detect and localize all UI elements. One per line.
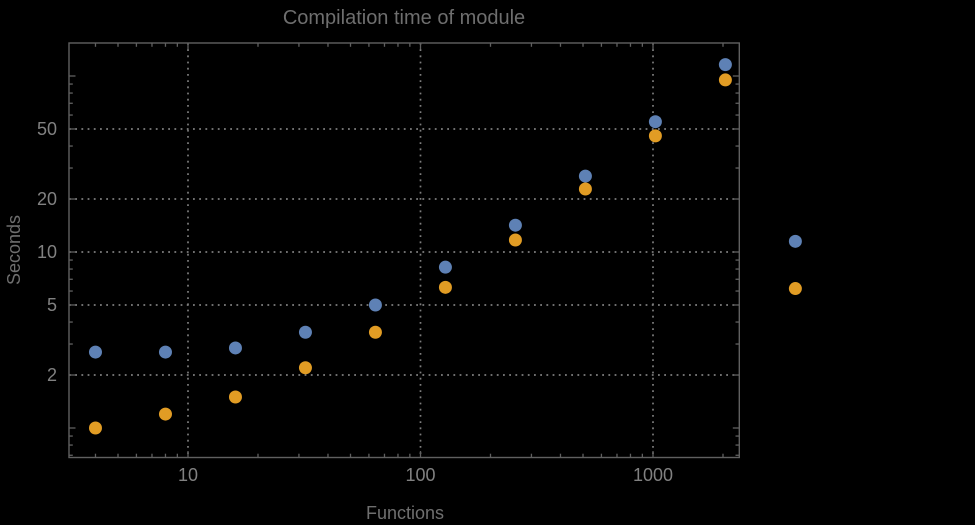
data-point-orange-series <box>228 390 242 404</box>
data-point-blue-series <box>158 345 172 359</box>
data-point-blue-series <box>298 325 312 339</box>
data-point-orange-series <box>88 421 102 435</box>
data-point-orange-series <box>718 73 732 87</box>
data-point-orange-series <box>508 233 522 247</box>
y-axis-label: Seconds <box>4 215 24 285</box>
data-points <box>88 58 802 435</box>
data-point-blue-series <box>438 260 452 274</box>
data-point-blue-series <box>718 58 732 72</box>
y-tick-label: 5 <box>47 295 57 315</box>
y-tick-label: 10 <box>37 242 57 262</box>
y-tick-label: 2 <box>47 365 57 385</box>
data-point-orange-series <box>368 325 382 339</box>
data-point-blue-series <box>648 115 662 129</box>
tick-labels: 10 100 1000 2 5 10 20 50 <box>37 119 673 485</box>
grid-lines <box>69 43 740 458</box>
data-point-blue-series <box>368 298 382 312</box>
data-point-orange-series <box>298 361 312 375</box>
data-point-orange-series <box>158 407 172 421</box>
data-point-blue-series <box>578 169 592 183</box>
tick-marks <box>69 43 740 458</box>
data-point-orange-series <box>578 182 592 196</box>
data-point-blue-series <box>508 218 522 232</box>
x-tick-label: 10 <box>178 465 198 485</box>
data-point-blue-series <box>88 345 102 359</box>
plot-frame <box>68 42 740 459</box>
y-tick-label: 50 <box>37 119 57 139</box>
x-tick-label: 100 <box>405 465 435 485</box>
y-tick-label: 20 <box>37 189 57 209</box>
data-point-orange-series <box>648 129 662 143</box>
data-point-blue-series <box>228 341 242 355</box>
data-point-orange-series <box>438 280 452 294</box>
x-axis-label: Functions <box>366 503 444 523</box>
x-tick-label: 1000 <box>633 465 673 485</box>
data-point-blue-series <box>788 234 802 248</box>
chart-title: Compilation time of module <box>283 7 525 29</box>
data-point-orange-series <box>788 282 802 296</box>
